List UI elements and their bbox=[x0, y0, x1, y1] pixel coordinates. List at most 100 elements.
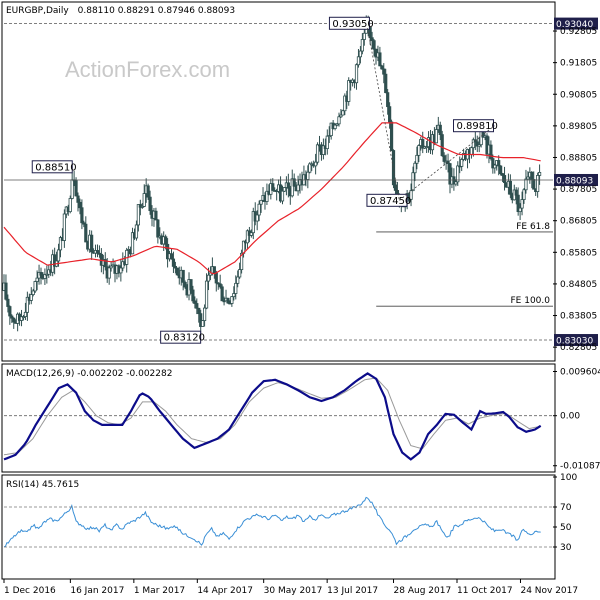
candle-body bbox=[109, 265, 113, 269]
candle-body bbox=[460, 159, 464, 167]
level-label: 0.88093 bbox=[556, 176, 593, 186]
macd-tick-label: -0.010873 bbox=[560, 462, 600, 472]
candle-body bbox=[354, 64, 359, 84]
candle-body bbox=[35, 277, 39, 282]
x-tick-label: 13 Jul 2017 bbox=[327, 586, 378, 596]
candle-body bbox=[362, 32, 366, 40]
candle-body bbox=[183, 281, 187, 288]
candle-body bbox=[236, 276, 240, 284]
candle-body bbox=[413, 162, 417, 174]
candle-body bbox=[121, 261, 125, 269]
price-label-box bbox=[366, 193, 408, 207]
candle-body bbox=[10, 315, 14, 319]
candle-body bbox=[138, 204, 142, 208]
candle-body bbox=[516, 194, 520, 213]
candle-body bbox=[393, 184, 398, 191]
candle-body bbox=[203, 307, 207, 321]
candle-body bbox=[388, 106, 392, 123]
fe-level-label: FE 61.8 bbox=[516, 222, 550, 232]
level-label: 0.83030 bbox=[556, 337, 593, 347]
candle-body bbox=[193, 300, 197, 304]
x-tick-label: 24 Nov 2017 bbox=[520, 586, 578, 596]
candle-body bbox=[142, 193, 146, 207]
candle-body bbox=[45, 273, 49, 276]
x-axis: 1 Dec 2016 16 Jan 2017 1 Mar 2017 14 Apr 20… bbox=[3, 579, 578, 596]
candle-body bbox=[370, 37, 374, 42]
macd-axis: 0.009604 0.00 -0.010873 bbox=[553, 368, 600, 472]
candle-body bbox=[220, 286, 224, 302]
candle-body bbox=[175, 267, 179, 276]
rsi-panel-title: RSI(14) 45.7615 bbox=[6, 480, 79, 490]
candle-body bbox=[343, 95, 347, 112]
price-label: 0.89810 bbox=[457, 121, 498, 132]
price-tick-label: 0.88805 bbox=[560, 153, 597, 163]
candle-body bbox=[43, 274, 47, 279]
candle-body bbox=[134, 224, 139, 239]
macd-tick-label: 0.00 bbox=[560, 412, 580, 422]
candle-body bbox=[389, 121, 394, 151]
rsi-axis: 100 70 50 30 bbox=[4, 473, 577, 553]
candle-body bbox=[226, 297, 230, 304]
sma-polyline bbox=[3, 122, 541, 275]
x-tick-label: 11 Oct 2017 bbox=[457, 586, 513, 596]
price-tick-label: 0.86805 bbox=[560, 217, 597, 227]
candle-body bbox=[197, 307, 201, 315]
candle-body bbox=[56, 249, 61, 262]
price-axis: 0.92805 0.91805 0.90805 0.89805 0.88805 0.878… bbox=[553, 27, 597, 353]
candle-body bbox=[526, 176, 530, 180]
candle-body bbox=[347, 80, 351, 102]
candle-body bbox=[329, 122, 333, 137]
candle-body bbox=[325, 135, 329, 150]
candle-body bbox=[136, 204, 140, 226]
x-tick-label: 30 May 2017 bbox=[264, 586, 323, 596]
rsi-tick-label: 50 bbox=[560, 523, 572, 533]
candle-body bbox=[469, 147, 474, 155]
candle-body bbox=[169, 253, 174, 260]
candle-body bbox=[292, 178, 296, 187]
candle-body bbox=[411, 172, 415, 192]
candle-body bbox=[434, 129, 438, 144]
price-tick-label: 0.83805 bbox=[560, 312, 597, 322]
candle-body bbox=[78, 201, 82, 209]
candle-body bbox=[308, 163, 312, 173]
macd-tick-label: 0.009604 bbox=[560, 368, 600, 378]
candle-body bbox=[23, 311, 28, 317]
candle-body bbox=[280, 190, 285, 202]
candle-body bbox=[21, 316, 26, 318]
candle-body bbox=[500, 173, 505, 176]
candle-body bbox=[74, 180, 78, 197]
candle-body bbox=[245, 230, 250, 244]
candle-body bbox=[218, 283, 222, 288]
candle-body bbox=[12, 317, 16, 323]
candle-body bbox=[456, 165, 460, 183]
candle-body bbox=[477, 144, 481, 147]
candle-body bbox=[384, 73, 388, 94]
level-label-box bbox=[554, 17, 598, 30]
swing-line bbox=[367, 27, 400, 201]
candle-body bbox=[130, 232, 135, 255]
candle-body bbox=[76, 195, 80, 203]
price-label: 0.87450 bbox=[370, 196, 411, 207]
candle-body bbox=[165, 243, 170, 260]
candle-body bbox=[249, 232, 253, 236]
candle-body bbox=[372, 40, 376, 50]
level-label-box bbox=[554, 173, 598, 186]
candle-body bbox=[518, 207, 522, 213]
candle-body bbox=[154, 210, 158, 221]
x-tick-label: 1 Mar 2017 bbox=[134, 586, 185, 596]
candle-body bbox=[306, 171, 310, 180]
candle-body bbox=[454, 181, 458, 185]
candle-body bbox=[265, 190, 269, 202]
candle-body bbox=[173, 266, 177, 269]
price-label: 0.93050 bbox=[332, 19, 373, 30]
price-label-box bbox=[328, 16, 370, 30]
candle-body bbox=[257, 203, 261, 216]
candle-body bbox=[70, 179, 74, 199]
candle-body bbox=[29, 294, 33, 301]
candles bbox=[2, 15, 542, 336]
price-tick-label: 0.90805 bbox=[560, 90, 597, 100]
price-label-box bbox=[160, 330, 202, 344]
candle-body bbox=[31, 290, 35, 295]
candle-body bbox=[333, 124, 337, 129]
